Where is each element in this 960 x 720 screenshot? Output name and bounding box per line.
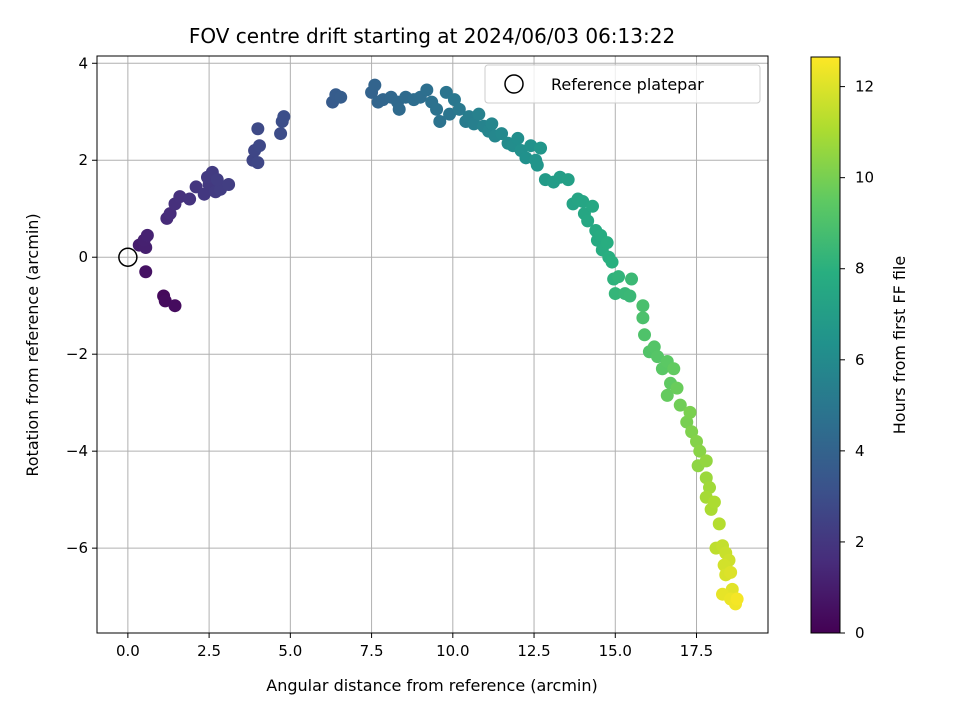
y-tick-label: 0 bbox=[78, 248, 88, 266]
x-tick-label: 0.0 bbox=[116, 642, 140, 660]
y-tick-label: −4 bbox=[66, 442, 88, 460]
data-point bbox=[730, 592, 744, 606]
data-point bbox=[660, 388, 674, 402]
legend: Reference platepar bbox=[484, 64, 761, 104]
data-points bbox=[132, 78, 744, 611]
x-tick-label: 5.0 bbox=[278, 642, 302, 660]
data-point bbox=[530, 158, 544, 172]
data-point bbox=[467, 117, 481, 131]
colorbar-tick-label: 0 bbox=[855, 624, 865, 642]
y-tick-label: −2 bbox=[66, 345, 88, 363]
data-point bbox=[472, 107, 486, 121]
y-axis-title: Rotation from reference (arcmin) bbox=[23, 213, 42, 476]
data-point bbox=[636, 299, 650, 313]
data-point bbox=[139, 265, 153, 279]
data-point bbox=[600, 236, 614, 250]
data-point bbox=[511, 131, 525, 145]
data-point bbox=[712, 517, 726, 531]
data-point bbox=[452, 102, 466, 116]
y-tick-label: −6 bbox=[66, 539, 88, 557]
colorbar-tick-label: 4 bbox=[855, 442, 865, 460]
data-point bbox=[173, 190, 187, 204]
data-point bbox=[392, 102, 406, 116]
data-point bbox=[673, 398, 687, 412]
data-point bbox=[699, 454, 713, 468]
plot-frame bbox=[96, 55, 769, 634]
data-point bbox=[576, 194, 590, 208]
data-point bbox=[368, 78, 382, 92]
y-axis: −6 −4 −2 0 2 4 bbox=[66, 54, 97, 557]
data-point bbox=[274, 127, 288, 141]
data-point bbox=[447, 93, 461, 107]
data-point bbox=[277, 110, 291, 124]
data-point bbox=[495, 127, 509, 141]
data-point bbox=[586, 199, 600, 213]
x-tick-label: 10.0 bbox=[436, 642, 469, 660]
data-point bbox=[534, 141, 548, 155]
grid bbox=[97, 56, 768, 633]
data-point bbox=[433, 114, 447, 128]
colorbar-ticks: 0 2 4 6 8 10 12 bbox=[840, 78, 874, 642]
data-point bbox=[197, 187, 211, 201]
legend-box bbox=[484, 64, 761, 104]
data-point bbox=[252, 139, 266, 153]
data-point bbox=[430, 102, 444, 116]
x-tick-label: 12.5 bbox=[517, 642, 550, 660]
x-axis: 0.0 2.5 5.0 7.5 10.0 12.5 15.0 17.5 bbox=[116, 633, 713, 660]
data-point bbox=[683, 405, 697, 419]
x-axis-title: Angular distance from reference (arcmin) bbox=[266, 676, 597, 695]
y-tick-label: 4 bbox=[78, 54, 88, 72]
colorbar-tick-label: 2 bbox=[855, 533, 865, 551]
data-point bbox=[183, 192, 197, 206]
data-point bbox=[685, 425, 699, 439]
data-point bbox=[651, 350, 665, 364]
data-point bbox=[724, 565, 738, 579]
data-point bbox=[251, 122, 265, 136]
legend-label: Reference platepar bbox=[551, 75, 704, 94]
data-point bbox=[693, 444, 707, 458]
chart-title: FOV centre drift starting at 2024/06/03 … bbox=[189, 24, 675, 48]
data-point bbox=[612, 270, 626, 284]
data-point bbox=[608, 287, 622, 301]
colorbar-title: Hours from first FF file bbox=[890, 256, 909, 435]
data-point bbox=[443, 107, 457, 121]
data-point bbox=[667, 362, 681, 376]
data-point bbox=[334, 90, 348, 104]
data-point bbox=[168, 299, 182, 313]
data-point bbox=[251, 156, 265, 170]
data-point bbox=[140, 228, 154, 242]
data-point bbox=[524, 139, 538, 153]
data-point bbox=[561, 173, 575, 187]
x-tick-label: 2.5 bbox=[197, 642, 221, 660]
data-point bbox=[158, 294, 172, 308]
legend-marker bbox=[504, 74, 524, 94]
colorbar-tick-label: 8 bbox=[855, 260, 865, 278]
data-point bbox=[670, 381, 684, 395]
x-tick-label: 15.0 bbox=[599, 642, 632, 660]
data-point bbox=[707, 495, 721, 509]
colorbar-tick-label: 12 bbox=[855, 78, 874, 96]
data-point bbox=[638, 328, 652, 342]
data-point bbox=[623, 289, 637, 303]
data-point bbox=[636, 311, 650, 325]
data-point bbox=[725, 582, 739, 596]
data-point bbox=[605, 255, 619, 269]
colorbar-tick-label: 10 bbox=[855, 169, 874, 187]
x-tick-label: 17.5 bbox=[680, 642, 713, 660]
data-point bbox=[222, 177, 236, 191]
reference-marker bbox=[118, 247, 138, 267]
data-point bbox=[420, 83, 434, 97]
data-point bbox=[210, 173, 224, 187]
data-point bbox=[581, 214, 595, 228]
data-point bbox=[519, 151, 533, 165]
data-point bbox=[163, 207, 177, 221]
data-point bbox=[485, 117, 499, 131]
colorbar-tick-label: 6 bbox=[855, 351, 865, 369]
y-tick-label: 2 bbox=[78, 151, 88, 169]
colorbar-gradient bbox=[810, 56, 841, 634]
colorbar: 0 2 4 6 8 10 12 Hours from first FF file bbox=[810, 56, 909, 642]
x-tick-label: 7.5 bbox=[360, 642, 384, 660]
data-point bbox=[625, 272, 639, 286]
